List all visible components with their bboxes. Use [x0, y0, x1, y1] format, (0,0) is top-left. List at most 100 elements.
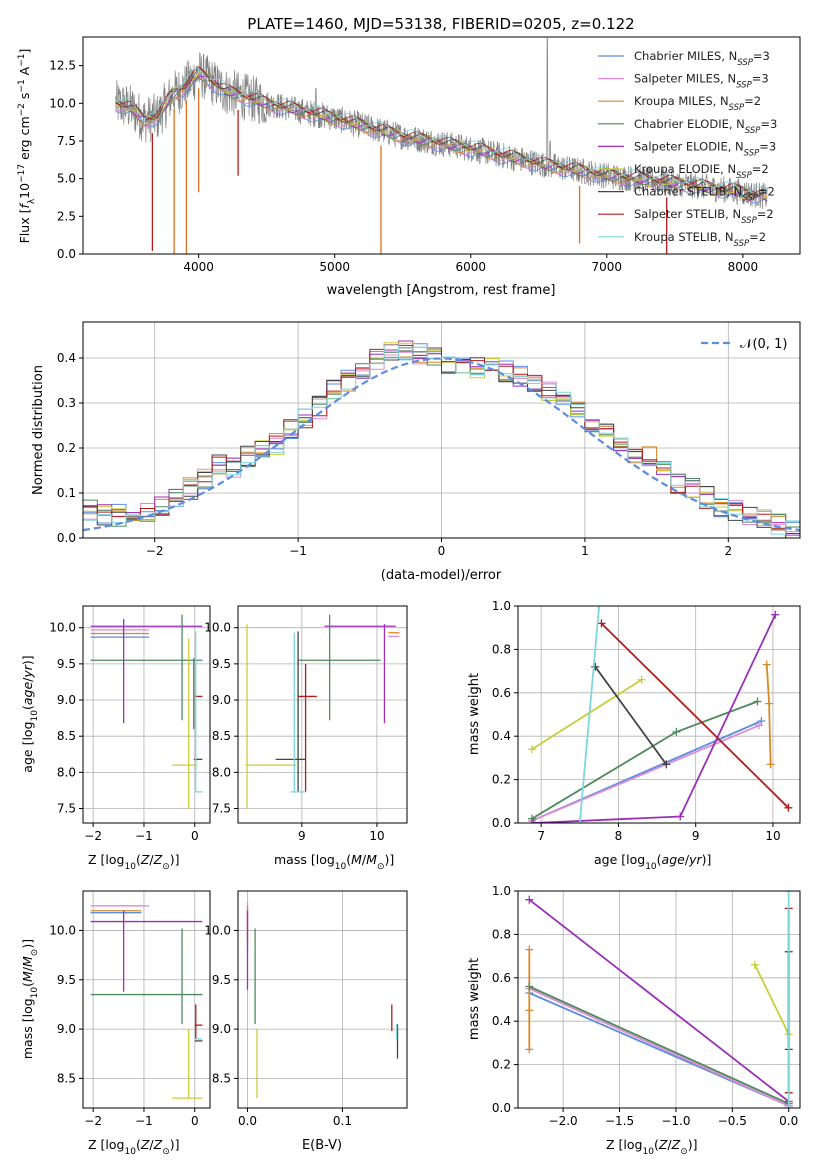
model-line-chabrier-stelib — [115, 67, 768, 197]
weight-point — [525, 895, 534, 904]
weight-point — [765, 699, 774, 708]
y-tick-label: 8.0 — [212, 765, 231, 779]
y-axis-label-group: Flux [fλ10−17 erg cm−2 s−1 A−1] — [17, 49, 37, 244]
x-tick-label: −1.5 — [605, 1114, 634, 1128]
weight-point — [784, 1104, 793, 1108]
plot-area — [115, 38, 768, 254]
y-axis-label: age [log10(age/yr)] — [20, 655, 40, 772]
axes-frame — [82, 605, 211, 824]
y-tick-label: 0.6 — [492, 971, 511, 985]
axes-frame — [517, 605, 801, 824]
weight-point — [527, 814, 536, 823]
axes-frame — [237, 890, 408, 1109]
y-tick-label: 0.3 — [57, 396, 76, 410]
y-axis-label: mass [log10(M/M⊙)] — [20, 939, 40, 1059]
x-tick-label: 5000 — [319, 260, 350, 274]
y-tick-label: 10.0 — [49, 923, 76, 937]
y-tick-label: 9.0 — [212, 1022, 231, 1036]
x-tick-label: −1 — [289, 544, 307, 558]
weight-line-salpeter-stelib — [600, 622, 790, 809]
y-tick-label: 8.0 — [57, 765, 76, 779]
axes-weight_vs_age: 7 8 9 10 0.0 0.2 0.4 0.6 0.8 1.0 age [log10(age/yr… — [467, 599, 801, 872]
legend-entry: Kroupa STELIB, NSSP=2 — [634, 230, 766, 249]
x-tick-label: −2 — [84, 1114, 102, 1128]
y-tick-label: 10.0 — [204, 621, 231, 635]
y-tick-label: 0.0 — [492, 816, 511, 830]
axes-residuals: −2 −1 0 1 2 0.0 0.1 0.2 0.3 0.4 𝒩(0, 1) (data-model… — [31, 321, 801, 583]
y-tick-label: 8.5 — [57, 1071, 76, 1085]
y-tick-label: 8.5 — [57, 729, 76, 743]
axes-frame — [517, 890, 801, 1109]
weight-line-chabrier-elodie — [528, 985, 790, 1105]
y-axis-label-group: age [log10(age/yr)] — [20, 655, 40, 772]
weight-line-kroupa-elodie — [531, 679, 643, 750]
weight-point — [757, 717, 766, 726]
weight-point — [676, 812, 685, 821]
y-tick-label: 0.4 — [492, 1014, 511, 1028]
model-line-kroupa-stelib — [115, 67, 768, 193]
weight-point — [762, 660, 771, 669]
weight-point — [525, 1045, 534, 1054]
plot-area — [238, 606, 407, 823]
axis-label: mass [log10(M/M⊙)] — [274, 852, 394, 872]
y-axis-label: Flux [fλ10−17 erg cm−2 s−1 A−1] — [17, 49, 37, 244]
axes-frame — [82, 36, 801, 255]
x-tick-label: 0.1 — [333, 1114, 352, 1128]
weight-point — [750, 960, 759, 969]
y-tick-label: 1.0 — [492, 599, 511, 613]
x-axis-label: wavelength [Angstrom, rest frame] — [327, 283, 556, 298]
x-tick-label: −1.0 — [661, 1114, 690, 1128]
weight-point — [662, 760, 671, 769]
x-tick-label: 9 — [692, 829, 700, 843]
plot-area — [518, 891, 800, 1108]
y-axis-label: mass weight — [467, 673, 482, 755]
model-line-salpeter-stelib — [115, 66, 768, 195]
plot-area — [83, 891, 210, 1108]
x-tick-label: 8 — [615, 829, 623, 843]
axis-label: Z [log10(Z/Z⊙)] — [606, 1137, 698, 1157]
x-tick-label: 7 — [537, 829, 545, 843]
x-axis-label: (data-model)/error — [381, 568, 502, 583]
y-tick-label: 0.0 — [57, 531, 76, 545]
y-tick-label: 0.0 — [492, 1101, 511, 1115]
y-tick-label: 0.8 — [492, 927, 511, 941]
y-tick-label: 0.2 — [492, 773, 511, 787]
y-tick-label: 9.5 — [212, 657, 231, 671]
weight-point — [637, 675, 646, 684]
y-axis-label: Normed distribution — [31, 365, 46, 495]
model-line-chabrier-miles — [115, 74, 768, 204]
legend-entry: Kroupa MILES, NSSP=2 — [634, 94, 761, 113]
weight-point — [525, 982, 534, 991]
weight-point — [597, 619, 606, 628]
figure-title: PLATE=1460, MJD=53138, FIBERID=0205, z=0… — [247, 15, 634, 33]
y-tick-label: 9.5 — [57, 657, 76, 671]
y-tick-label: 0.1 — [57, 486, 76, 500]
plot-area — [83, 606, 210, 823]
normal-curve — [83, 357, 800, 532]
x-tick-label: 0.0 — [238, 1114, 257, 1128]
axes-mass_vs_Z: −2 −1 0 8.5 9.0 9.5 10.0 Z [log10(Z/Z⊙)] mass [l… — [20, 890, 211, 1157]
x-tick-label: 8000 — [728, 260, 759, 274]
legend-entry: Kroupa ELODIE, NSSP=2 — [634, 162, 769, 181]
y-axis-label-group: mass [log10(M/M⊙)] — [20, 939, 40, 1059]
y-tick-label: 0.2 — [492, 1058, 511, 1072]
y-tick-label: 8.5 — [212, 1071, 231, 1085]
axes-age_vs_mass: 9 10 7.5 8.0 8.5 9.0 9.5 10.0 mass [log10(M/M⊙)] — [204, 605, 408, 872]
x-tick-label: 9 — [298, 829, 306, 843]
weight-point — [591, 662, 600, 671]
legend-entry: Chabrier ELODIE, NSSP=3 — [634, 117, 777, 136]
axes-frame — [82, 890, 211, 1109]
y-tick-label: 1.0 — [492, 884, 511, 898]
y-tick-label: 9.0 — [57, 1022, 76, 1036]
weight-line-kroupa-elodie — [754, 964, 790, 1035]
y-tick-label: 7.5 — [57, 802, 76, 816]
x-tick-label: −1 — [135, 1114, 153, 1128]
y-tick-label: 0.4 — [492, 729, 511, 743]
y-tick-label: 2.5 — [57, 209, 76, 223]
y-tick-label: 7.5 — [57, 134, 76, 148]
weight-point — [529, 819, 538, 823]
y-tick-label: 0.6 — [492, 686, 511, 700]
residual-histogram-kroupa-stelib — [83, 344, 800, 535]
